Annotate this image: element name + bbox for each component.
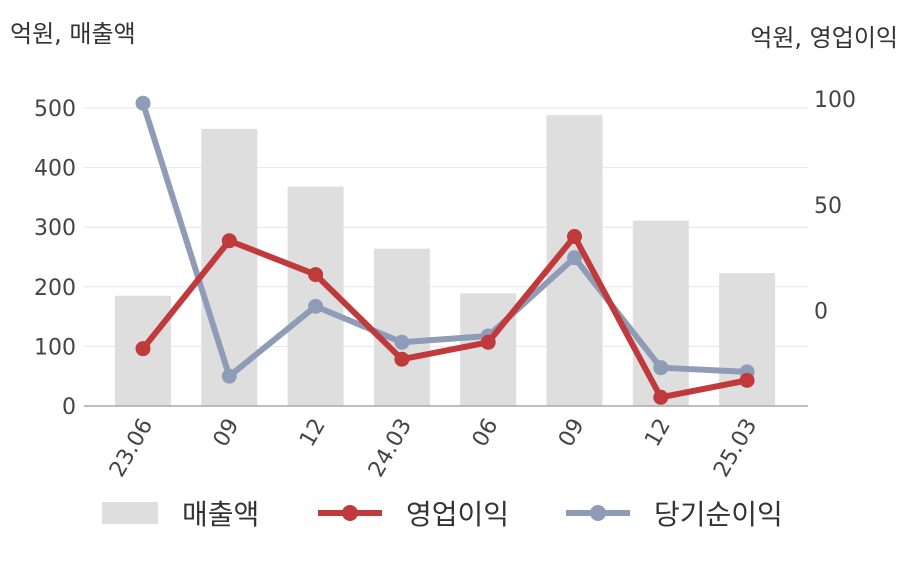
x-axis-category-label: 12: [295, 415, 331, 452]
legend-item-revenue: 매출액: [102, 490, 259, 536]
right-axis-tick-label: 50: [814, 194, 842, 219]
point-operating-profit: [480, 334, 496, 350]
point-net-income: [135, 95, 151, 111]
right-axis-tick-label: 0: [814, 300, 828, 325]
line-series: [135, 95, 755, 405]
point-net-income: [653, 360, 669, 376]
x-axis-category-label: 09: [554, 415, 590, 452]
left-axis-tick-label: 400: [34, 157, 76, 182]
legend-item-net-income: 당기순이익: [566, 490, 783, 536]
bar-revenue: [373, 248, 430, 406]
point-operating-profit: [739, 372, 755, 388]
gridlines: [84, 107, 808, 347]
left-axis-tick-label: 300: [34, 216, 76, 241]
point-net-income: [308, 298, 324, 314]
point-operating-profit: [135, 341, 151, 357]
legend-label-operating-profit: 영업이익: [406, 498, 510, 531]
x-axis-category-label: 24.03: [364, 415, 417, 482]
x-axis-category-label: 12: [640, 415, 676, 452]
legend-swatch-net-income: [566, 502, 630, 524]
point-operating-profit: [567, 229, 582, 245]
point-net-income: [567, 250, 582, 266]
x-axis-category-label: 06: [468, 415, 504, 452]
point-operating-profit: [653, 389, 669, 405]
x-axis-category-label: 23.06: [105, 415, 158, 482]
left-axis-tick-label: 500: [34, 97, 76, 122]
x-axis-category-label: 25.03: [709, 415, 762, 482]
chart-canvas: 0 100 200 300 400 500 0 50 100 23.06 09 12 24.03 06 09…: [34, 88, 856, 482]
right-axis-tick-label: 100: [814, 88, 856, 113]
legend-item-operating-profit: 영업이익: [318, 490, 509, 536]
left-axis-tick-label: 0: [62, 395, 76, 420]
bar-revenue: [632, 220, 689, 406]
legend-label-revenue: 매출액: [182, 498, 260, 531]
point-net-income: [394, 334, 410, 350]
legend-label-net-income: 당기순이익: [654, 498, 783, 531]
point-operating-profit: [221, 233, 237, 249]
line-net-income: [140, 100, 751, 380]
line-operating-profit: [140, 233, 751, 401]
left-axis-tick-label: 200: [34, 276, 76, 301]
left-axis-unit-label: 억원, 매출액: [10, 20, 136, 48]
point-net-income: [221, 368, 237, 384]
right-axis-unit-label: 억원, 영업이익: [750, 24, 898, 52]
legend-swatch-revenue: [102, 502, 158, 524]
left-axis-tick-label: 100: [34, 335, 76, 360]
point-operating-profit: [308, 267, 324, 283]
x-axis-category-label: 09: [209, 415, 245, 452]
point-operating-profit: [394, 351, 410, 367]
legend: 매출액 영업이익 당기순이익: [0, 490, 908, 536]
legend-swatch-operating-profit: [318, 502, 382, 524]
